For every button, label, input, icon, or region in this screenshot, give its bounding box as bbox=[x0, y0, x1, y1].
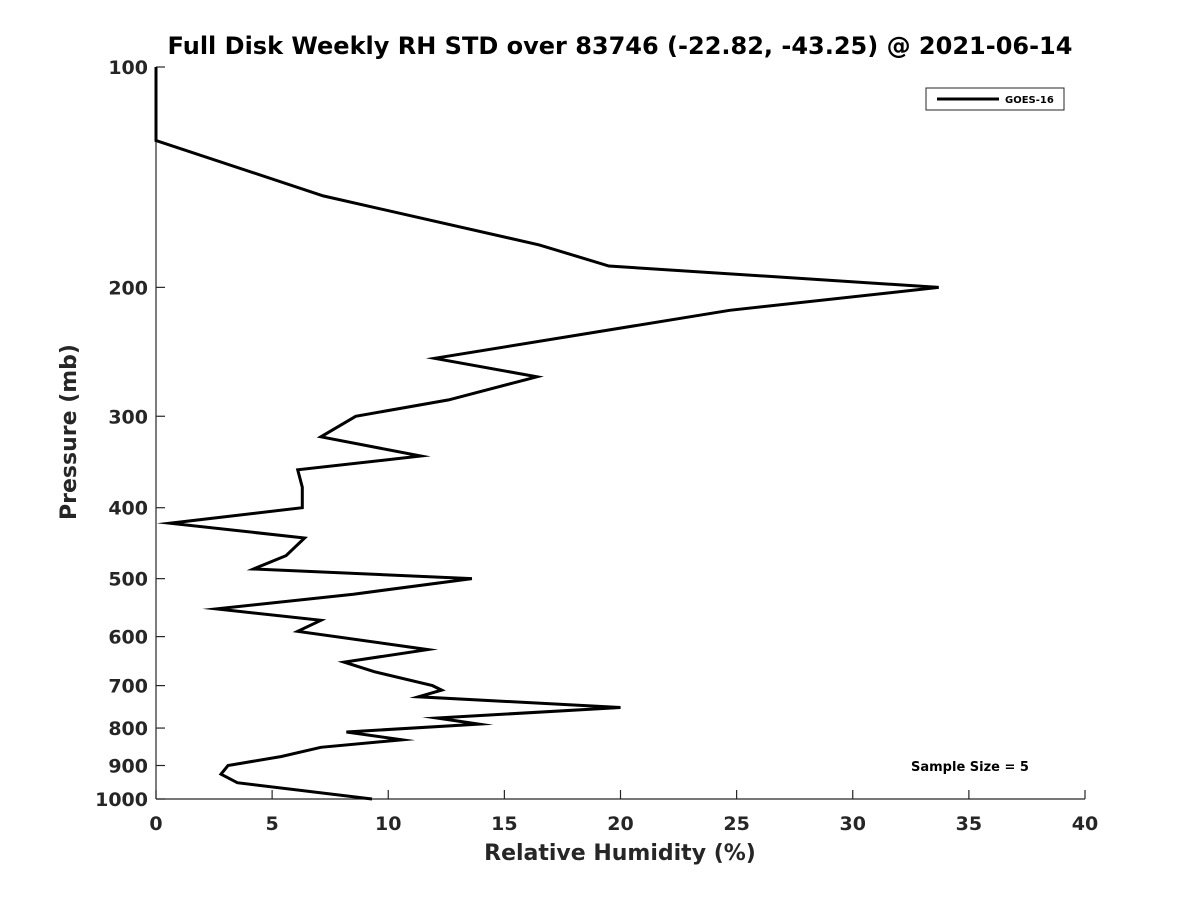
x-tick-label: 10 bbox=[375, 813, 401, 835]
y-tick-label: 400 bbox=[108, 498, 148, 520]
y-tick-label: 900 bbox=[108, 756, 148, 778]
x-tick-label: 25 bbox=[723, 813, 749, 835]
y-tick-label: 500 bbox=[108, 569, 148, 591]
y-tick-label: 200 bbox=[108, 277, 148, 299]
x-tick-label: 35 bbox=[956, 813, 982, 835]
x-axis-label: Relative Humidity (%) bbox=[484, 841, 756, 866]
x-tick-label: 0 bbox=[149, 813, 162, 835]
legend-label-goes-16: GOES-16 bbox=[1005, 95, 1054, 106]
sample-size-annotation: Sample Size = 5 bbox=[911, 760, 1029, 775]
legend: GOES-16 bbox=[925, 87, 1065, 111]
axes-group bbox=[155, 67, 1085, 800]
x-tick-label: 20 bbox=[607, 813, 633, 835]
x-tick-label: 40 bbox=[1072, 813, 1098, 835]
series-group bbox=[154, 67, 939, 801]
x-tick-label: 30 bbox=[840, 813, 866, 835]
ticks-group: 0 5 10 15 20 25 30 35 40 100 200 300 400 500 600 700 800… bbox=[95, 57, 1098, 835]
x-tick-label: 15 bbox=[491, 813, 517, 835]
x-tick-label: 5 bbox=[266, 813, 279, 835]
y-tick-label: 300 bbox=[108, 406, 148, 428]
y-tick-label: 600 bbox=[108, 627, 148, 649]
y-tick-label: 700 bbox=[108, 676, 148, 698]
y-tick-label: 100 bbox=[108, 57, 148, 79]
y-tick-label: 800 bbox=[108, 718, 148, 740]
y-tick-label: 1000 bbox=[95, 789, 148, 811]
series-line-goes-16 bbox=[154, 67, 939, 801]
chart-title: Full Disk Weekly RH STD over 83746 (-22.… bbox=[168, 32, 1073, 60]
y-axis-label: Pressure (mb) bbox=[57, 344, 82, 520]
